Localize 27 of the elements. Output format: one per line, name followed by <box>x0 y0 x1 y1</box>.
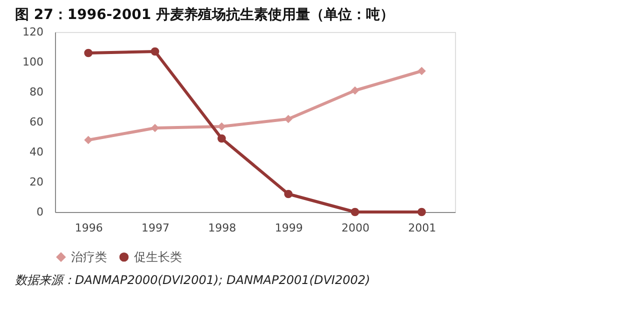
x-tick-label: 1996 <box>74 222 103 234</box>
point <box>417 208 426 216</box>
point <box>84 48 93 58</box>
point <box>350 208 360 216</box>
y-tick-label: 120 <box>22 26 44 38</box>
y-tick-label: 60 <box>30 116 44 128</box>
x-tick-label: 2000 <box>342 222 370 234</box>
y-tick-label: 40 <box>30 146 44 158</box>
x-tick-label: 1997 <box>142 222 170 234</box>
point <box>284 114 293 124</box>
point <box>284 190 293 198</box>
point <box>217 134 226 143</box>
legend-label: 治疗类 <box>71 250 107 264</box>
y-tick-label: 20 <box>30 176 44 188</box>
legend-label: 促生长类 <box>134 250 182 264</box>
source-note: 数据来源：DANMAP2000(DVI2001); DANMAP2001(DVI2002) <box>15 273 370 287</box>
point <box>84 136 93 144</box>
x-tick-label: 2001 <box>408 222 436 234</box>
point <box>417 66 426 76</box>
point <box>150 47 160 56</box>
point <box>350 86 360 95</box>
y-tick-label: 100 <box>22 56 44 68</box>
y-tick-label: 80 <box>30 86 44 98</box>
y-tick-label: 0 <box>36 206 44 218</box>
x-tick-label: 1998 <box>208 222 236 234</box>
x-tick-label: 1999 <box>274 222 303 234</box>
chart-title: 图 27：1996-2001 丹麦养殖场抗生素使用量（单位：吨） <box>15 6 394 23</box>
